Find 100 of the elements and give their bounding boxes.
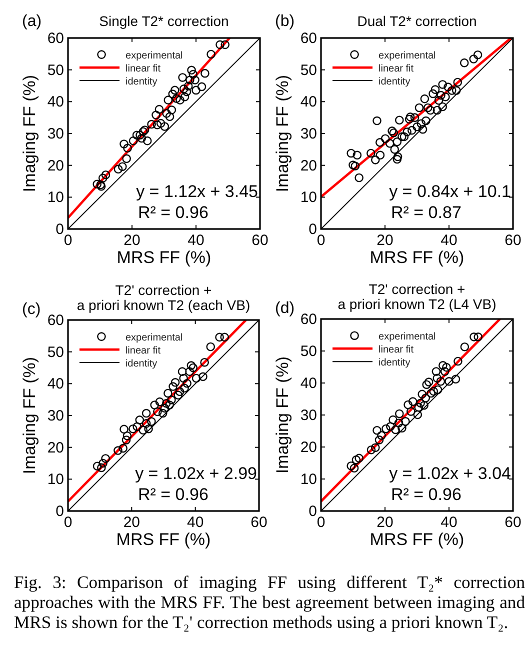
point <box>354 173 364 182</box>
y-tick-label: 30 <box>300 126 317 142</box>
x-tick-label: 20 <box>376 514 394 531</box>
point <box>474 332 483 342</box>
point <box>454 356 462 366</box>
point <box>444 82 452 92</box>
x-axis-title: MRS FF (%) <box>370 248 464 267</box>
point <box>136 130 144 140</box>
point <box>375 138 384 147</box>
point <box>395 409 404 418</box>
x-tick-label: 60 <box>504 232 522 249</box>
legend-label: identity <box>378 358 410 369</box>
point <box>402 128 412 136</box>
legend-label: experimental <box>126 50 183 62</box>
point <box>392 154 402 164</box>
legend-label: linear fit <box>126 64 161 75</box>
point <box>426 106 435 115</box>
point <box>118 162 127 172</box>
annotation: R² = 0.96 <box>138 485 208 504</box>
point <box>470 332 478 342</box>
point <box>376 150 385 160</box>
point <box>441 92 450 102</box>
point <box>422 380 431 389</box>
point <box>350 162 360 170</box>
point <box>120 140 128 148</box>
point <box>98 458 108 468</box>
y-tick-label: 50 <box>300 62 317 79</box>
point <box>98 174 108 182</box>
point <box>167 396 176 404</box>
point <box>348 160 358 170</box>
annotation: y = 1.12x + 3.45 <box>136 182 258 201</box>
y-tick-label: 0 <box>308 503 317 520</box>
y-tick-label: 60 <box>300 311 317 328</box>
point <box>138 426 148 435</box>
x-tick-label: 40 <box>440 514 458 531</box>
point <box>179 374 188 383</box>
point <box>200 68 210 78</box>
y-tick-label: 10 <box>47 189 64 206</box>
point <box>418 390 427 399</box>
point <box>188 363 198 372</box>
point <box>178 367 187 376</box>
point <box>142 419 151 428</box>
point <box>92 180 102 189</box>
point <box>152 110 160 120</box>
point <box>215 332 224 342</box>
point <box>388 126 396 136</box>
point <box>386 422 395 431</box>
point <box>371 443 380 452</box>
point <box>176 96 184 104</box>
y-axis-title: Imaging FF (%) <box>20 356 39 474</box>
point <box>168 382 178 391</box>
point <box>118 444 128 453</box>
point <box>122 436 131 444</box>
point <box>168 90 178 98</box>
point <box>216 40 224 50</box>
point <box>416 119 426 128</box>
point <box>185 367 194 376</box>
point <box>187 66 196 75</box>
x-tick-label: 40 <box>440 232 458 249</box>
y-tick-label: 10 <box>300 189 317 206</box>
y-tick-label: 20 <box>47 157 64 174</box>
x-tick-label: 60 <box>504 514 522 531</box>
point <box>438 361 448 370</box>
point <box>114 164 123 174</box>
chart-title: Single T2* correction <box>99 13 229 29</box>
point <box>393 152 402 162</box>
legend-label: identity <box>378 76 410 88</box>
point <box>382 424 390 434</box>
point <box>436 377 446 386</box>
point <box>184 82 193 90</box>
point <box>165 112 174 122</box>
point <box>414 402 423 412</box>
annotation: y = 0.84x + 10.1 <box>389 182 511 201</box>
y-tick-label: 0 <box>56 221 64 238</box>
point <box>97 463 106 472</box>
x-axis-title: MRS FF (%) <box>116 248 212 267</box>
point <box>182 378 192 388</box>
point <box>128 136 138 146</box>
point <box>120 424 128 434</box>
point <box>460 342 470 352</box>
point <box>152 120 162 130</box>
point <box>421 394 430 402</box>
point <box>414 103 424 112</box>
point <box>132 130 142 140</box>
chart-title: Dual T2* correction <box>357 13 477 29</box>
y-tick-label: 0 <box>56 503 64 520</box>
point <box>182 87 192 96</box>
point <box>155 397 164 406</box>
x-tick-label: 20 <box>123 514 140 531</box>
point <box>142 408 151 418</box>
x-axis-title: MRS FF (%) <box>116 530 211 549</box>
point <box>400 132 409 142</box>
caption: Fig. 3: Comparison of imaging FF using different T₂* correction approaches with the MRS FF. The best agreement between imaging and MRS is shown for the T₂' correction methods using a priori known T₂. <box>14 572 525 632</box>
point <box>162 399 171 408</box>
annotation: R² = 0.96 <box>138 203 208 222</box>
point <box>426 388 436 398</box>
point <box>144 424 153 434</box>
point <box>164 96 173 104</box>
point <box>101 170 110 180</box>
point <box>385 138 394 148</box>
